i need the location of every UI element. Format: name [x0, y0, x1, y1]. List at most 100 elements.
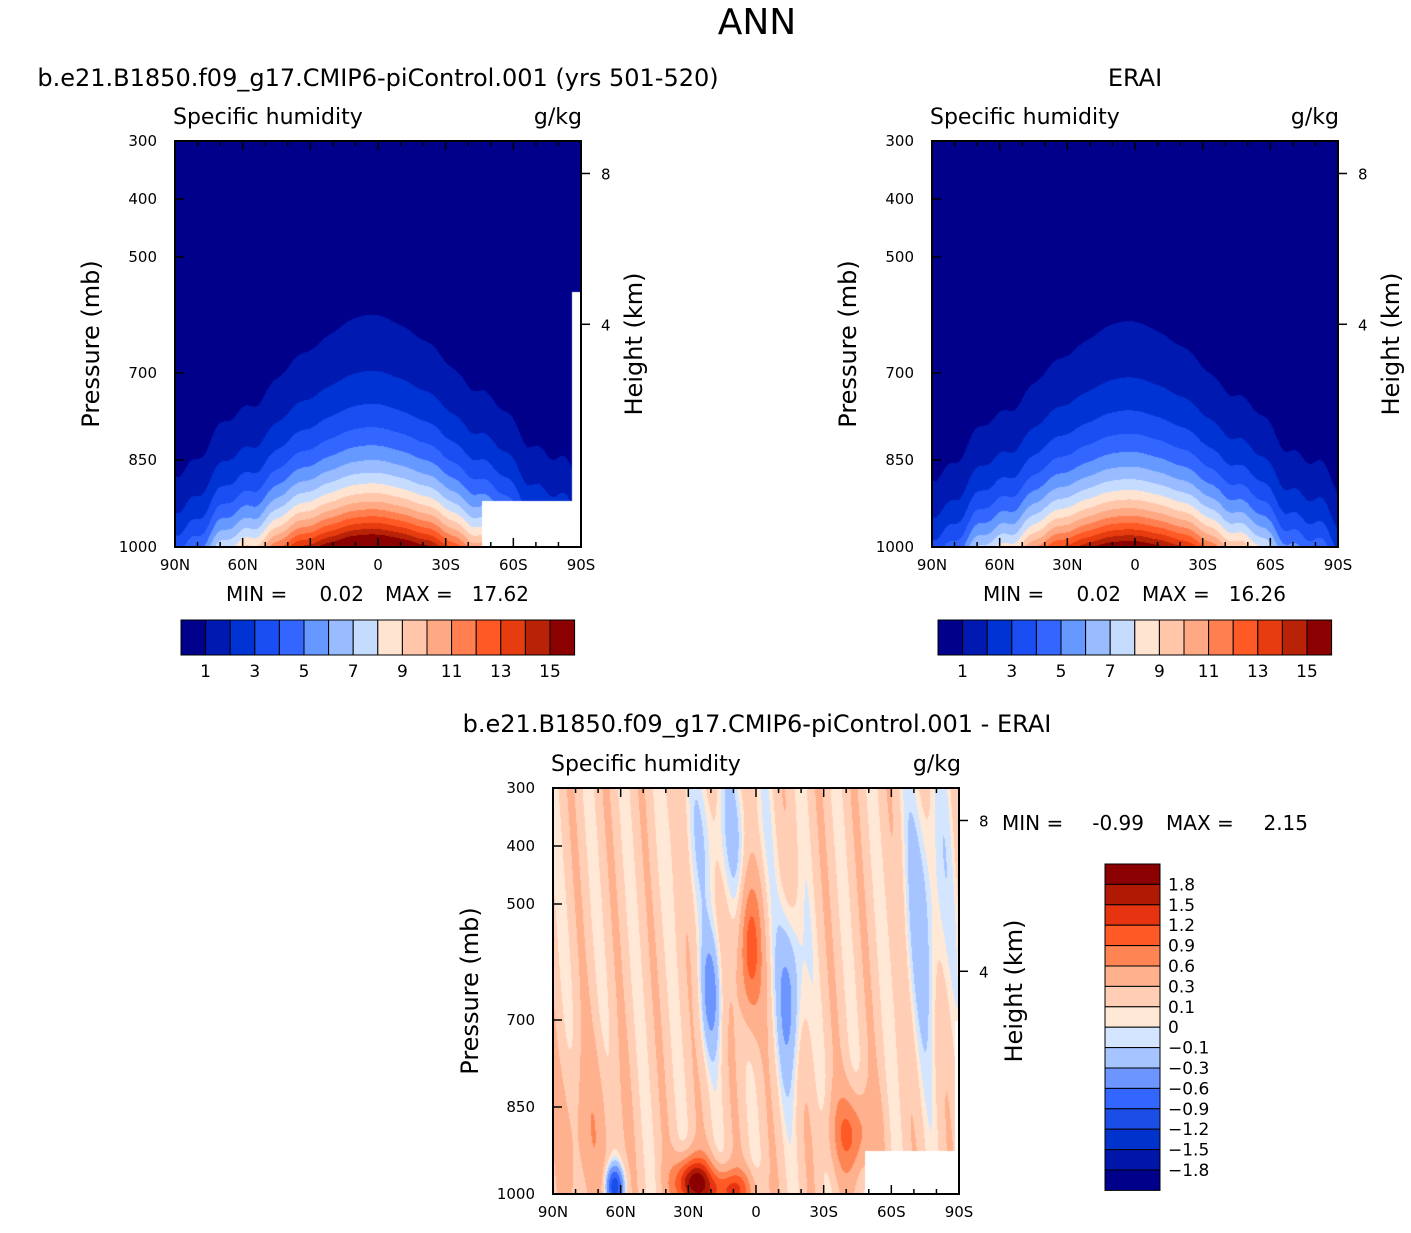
y-tick-label: 500 [128, 248, 157, 266]
colorbar-swatch [937, 619, 964, 656]
colorbar-swatch [205, 619, 231, 656]
panel-obs-ylabel: Pressure (mb) [834, 260, 862, 427]
panel-model-units: g/kg [534, 105, 582, 130]
x-tick-label: 90S [567, 556, 596, 574]
colorbar-label: 0.1 [1168, 998, 1195, 1018]
panel-model: b.e21.B1850.f09_g17.CMIP6-piControl.001 … [37, 64, 718, 682]
colorbar-swatch [1257, 619, 1283, 656]
colorbar-swatch [549, 619, 576, 656]
colorbar-swatch [1104, 883, 1161, 906]
panel-model-ylabel: Pressure (mb) [77, 260, 105, 427]
colorbar-swatch [1035, 619, 1062, 656]
x-tick-label: 60S [877, 1203, 906, 1221]
x-tick-label: 90N [160, 556, 190, 574]
colorbar-swatch [352, 619, 379, 656]
colorbar-swatch [1208, 619, 1234, 656]
y2-tick-label: 4 [979, 963, 989, 981]
x-tick-label: 30N [673, 1203, 703, 1221]
colorbar-swatch [1104, 965, 1161, 987]
y-tick-label: 850 [506, 1098, 535, 1116]
x-tick-label: 60N [228, 556, 258, 574]
colorbar-swatch [1104, 863, 1161, 885]
panel-obs-min-label: MIN = [983, 582, 1044, 606]
colorbar-swatch [524, 619, 551, 656]
panel-obs-variable: Specific humidity [930, 105, 1120, 130]
x-tick-label: 0 [1130, 556, 1140, 574]
y-tick-label: 300 [885, 132, 914, 150]
colorbar-swatch [1104, 985, 1161, 1008]
colorbar-swatch [1011, 619, 1037, 656]
y-tick-label: 500 [885, 248, 914, 266]
colorbar-label: 15 [1296, 662, 1318, 682]
y2-tick-label: 4 [601, 316, 611, 334]
x-tick-label: 30S [1188, 556, 1217, 574]
colorbar-swatch [401, 619, 428, 656]
colorbar-swatch [986, 619, 1013, 656]
colorbar-label: 0.6 [1168, 957, 1195, 977]
x-tick-label: 90N [917, 556, 947, 574]
panel-model-max-value: 17.62 [472, 582, 529, 606]
colorbar-swatch [500, 619, 526, 656]
y-tick-label: 850 [128, 451, 157, 469]
panel-obs-axes: 90N 60N 30N 0 30S 60S 90S 300 400 500 700 850 1000 8 4 [876, 132, 1368, 574]
colorbar-swatch [1281, 619, 1308, 656]
colorbar-swatch [1104, 1108, 1161, 1130]
panel-model-variable: Specific humidity [173, 105, 363, 130]
colorbar-label: −1.8 [1168, 1161, 1209, 1181]
panel-obs-units: g/kg [1291, 105, 1339, 130]
panel-model-case-title: b.e21.B1850.f09_g17.CMIP6-piControl.001 … [37, 64, 718, 92]
panel-model-axes: 90N 60N 30N 0 30S 60S 90S 300 400 500 700 850 1000 8 4 [119, 132, 611, 574]
y-tick-label: 700 [885, 364, 914, 382]
colorbar-swatch [1104, 1149, 1161, 1171]
colorbar-label: 11 [441, 662, 463, 682]
colorbar-label: 11 [1198, 662, 1220, 682]
panel-obs-colorbar: 1 3 5 7 9 11 13 15 [937, 619, 1333, 682]
panel-model-max-label: MAX = [385, 582, 453, 606]
y-tick-label: 1000 [119, 538, 157, 556]
colorbar-swatch [451, 619, 477, 656]
colorbar-swatch [1104, 1047, 1161, 1069]
panel-diff-max-value: 2.15 [1263, 811, 1308, 835]
x-tick-label: 60N [606, 1203, 636, 1221]
colorbar-label: 0 [1168, 1018, 1179, 1038]
panel-diff-field [553, 788, 959, 1194]
colorbar-swatch [1104, 1006, 1161, 1028]
colorbar-swatch [377, 619, 403, 656]
y-tick-label: 400 [506, 837, 535, 855]
colorbar-swatch [303, 619, 330, 656]
colorbar-swatch [1104, 1128, 1161, 1151]
x-tick-label: 30S [809, 1203, 838, 1221]
colorbar-swatch [1134, 619, 1160, 656]
colorbar-label: 9 [397, 662, 408, 682]
colorbar-swatch [229, 619, 256, 656]
colorbar-swatch [254, 619, 280, 656]
y-tick-label: 400 [128, 190, 157, 208]
colorbar-label: 3 [249, 662, 260, 682]
panel-diff-ylabel: Pressure (mb) [456, 907, 484, 1074]
panel-diff-colorbar: 1.81.51.20.90.60.30.10−0.1−0.3−0.6−0.9−1… [1104, 863, 1209, 1191]
y-tick-label: 700 [506, 1011, 535, 1029]
y-tick-label: 300 [128, 132, 157, 150]
x-tick-label: 60S [499, 556, 528, 574]
x-tick-label: 60N [985, 556, 1015, 574]
panel-diff-min-value: -0.99 [1092, 811, 1144, 835]
y-tick-label: 1000 [497, 1185, 535, 1203]
colorbar-swatch [1158, 619, 1185, 656]
panel-model-min-value: 0.02 [319, 582, 364, 606]
colorbar-swatch [1104, 904, 1161, 926]
panel-diff-variable: Specific humidity [551, 752, 741, 777]
colorbar-swatch [1183, 619, 1210, 656]
colorbar-label: −0.9 [1168, 1100, 1209, 1120]
panel-obs-max-value: 16.26 [1229, 582, 1286, 606]
panel-diff-case-title: b.e21.B1850.f09_g17.CMIP6-piControl.001 … [463, 710, 1052, 738]
colorbar-swatch [962, 619, 988, 656]
panel-model-colorbar: 1 3 5 7 9 11 13 15 [180, 619, 576, 682]
y-tick-label: 1000 [876, 538, 914, 556]
panel-diff-y2label: Height (km) [1000, 920, 1028, 1063]
colorbar-label: 7 [348, 662, 359, 682]
panel-obs: ERAI Specific humidity g/kg 90N 60N 30N 0 30… [834, 64, 1405, 682]
colorbar-swatch [475, 619, 502, 656]
panel-model-min-label: MIN = [226, 582, 287, 606]
colorbar-label: 0.9 [1168, 937, 1195, 957]
